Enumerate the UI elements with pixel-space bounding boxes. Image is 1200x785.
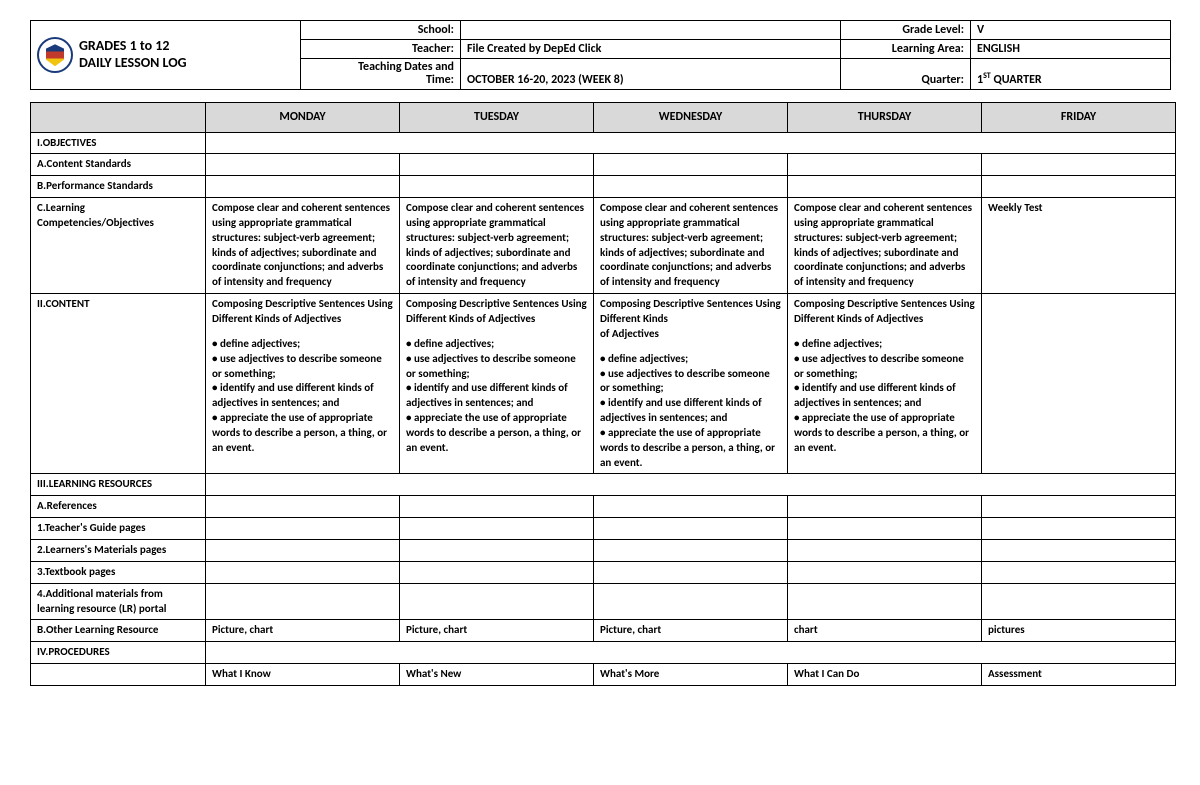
main-table: MONDAY TUESDAY WEDNESDAY THURSDAY FRIDAY… [30,102,1176,686]
label-grade: Grade Level: [841,21,971,40]
comp-wed: Compose clear and coherent sentences usi… [594,198,788,294]
day-tue: TUESDAY [400,103,594,132]
content-thu: Composing Descriptive Sentences Using Di… [788,294,982,474]
title-line1: GRADES 1 to 12 [79,38,187,55]
value-area: ENGLISH [971,40,1171,59]
value-grade: V [971,21,1171,40]
day-fri: FRIDAY [982,103,1176,132]
row-learners-materials: 2.Learners's Materials pages [31,539,1176,561]
row-content: II.CONTENT Composing Descriptive Sentenc… [31,294,1176,474]
row-procedures: IV.PROCEDURES [31,642,1176,664]
row-teacher-guide: 1.Teacher's Guide pages [31,518,1176,540]
proc-thu: What I Can Do [788,664,982,686]
label-perf-std: B.Performance Standards [31,176,206,198]
content-wed: Composing Descriptive Sentences Using Di… [594,294,788,474]
row-resources: III.LEARNING RESOURCES [31,474,1176,496]
label-content-std: A.Content Standards [31,154,206,176]
row-references: A.References [31,496,1176,518]
row-additional-materials: 4.Additional materials from learning res… [31,583,1176,620]
label-quarter: Quarter: [841,59,971,90]
proc-mon: What I Know [206,664,400,686]
label-proc-blank [31,664,206,686]
content-tue: Composing Descriptive Sentences Using Di… [400,294,594,474]
value-teacher: File Created by DepEd Click [461,40,841,59]
comp-mon: Compose clear and coherent sentences usi… [206,198,400,294]
label-teacher-guide: 1.Teacher's Guide pages [31,518,206,540]
other-tue: Picture, chart [400,620,594,642]
label-resources: III.LEARNING RESOURCES [31,474,206,496]
row-learning-competencies: C.Learning Competencies/Objectives Compo… [31,198,1176,294]
logo-title-cell: GRADES 1 to 12 DAILY LESSON LOG [31,21,301,90]
comp-tue: Compose clear and coherent sentences usi… [400,198,594,294]
label-school: School: [301,21,461,40]
value-school [461,21,841,40]
value-dates: OCTOBER 16-20, 2023 (WEEK 8) [461,59,841,90]
day-mon: MONDAY [206,103,400,132]
comp-fri: Weekly Test [982,198,1176,294]
row-performance-standards: B.Performance Standards [31,176,1176,198]
row-objectives: I.OBJECTIVES [31,132,1176,154]
lesson-log-page: GRADES 1 to 12 DAILY LESSON LOG School: … [30,20,1170,686]
other-thu: chart [788,620,982,642]
row-content-standards: A.Content Standards [31,154,1176,176]
content-fri [982,294,1176,474]
proc-wed: What's More [594,664,788,686]
row-other-resource: B.Other Learning Resource Picture, chart… [31,620,1176,642]
row-textbook: 3.Textbook pages [31,561,1176,583]
header-table: GRADES 1 to 12 DAILY LESSON LOG School: … [30,20,1171,90]
comp-thu: Compose clear and coherent sentences usi… [788,198,982,294]
label-area: Learning Area: [841,40,971,59]
label-learning-comp: C.Learning Competencies/Objectives [31,198,206,294]
label-references: A.References [31,496,206,518]
other-wed: Picture, chart [594,620,788,642]
proc-tue: What's New [400,664,594,686]
label-additional: 4.Additional materials from learning res… [31,583,206,620]
label-other-res: B.Other Learning Resource [31,620,206,642]
row-procedures-detail: What I Know What's New What's More What … [31,664,1176,686]
other-fri: pictures [982,620,1176,642]
value-quarter: 1ST QUARTER [971,59,1171,90]
title-line2: DAILY LESSON LOG [79,55,187,72]
label-procedures: IV.PROCEDURES [31,642,206,664]
day-header-row: MONDAY TUESDAY WEDNESDAY THURSDAY FRIDAY [31,103,1176,132]
label-objectives: I.OBJECTIVES [31,132,206,154]
label-content: II.CONTENT [31,294,206,474]
day-wed: WEDNESDAY [594,103,788,132]
deped-logo [37,37,73,73]
label-dates: Teaching Dates andTime: [301,59,461,90]
day-thu: THURSDAY [788,103,982,132]
label-learners-mat: 2.Learners's Materials pages [31,539,206,561]
content-mon: Composing Descriptive Sentences Using Di… [206,294,400,474]
label-teacher: Teacher: [301,40,461,59]
other-mon: Picture, chart [206,620,400,642]
label-textbook: 3.Textbook pages [31,561,206,583]
corner-cell [31,103,206,132]
proc-fri: Assessment [982,664,1176,686]
